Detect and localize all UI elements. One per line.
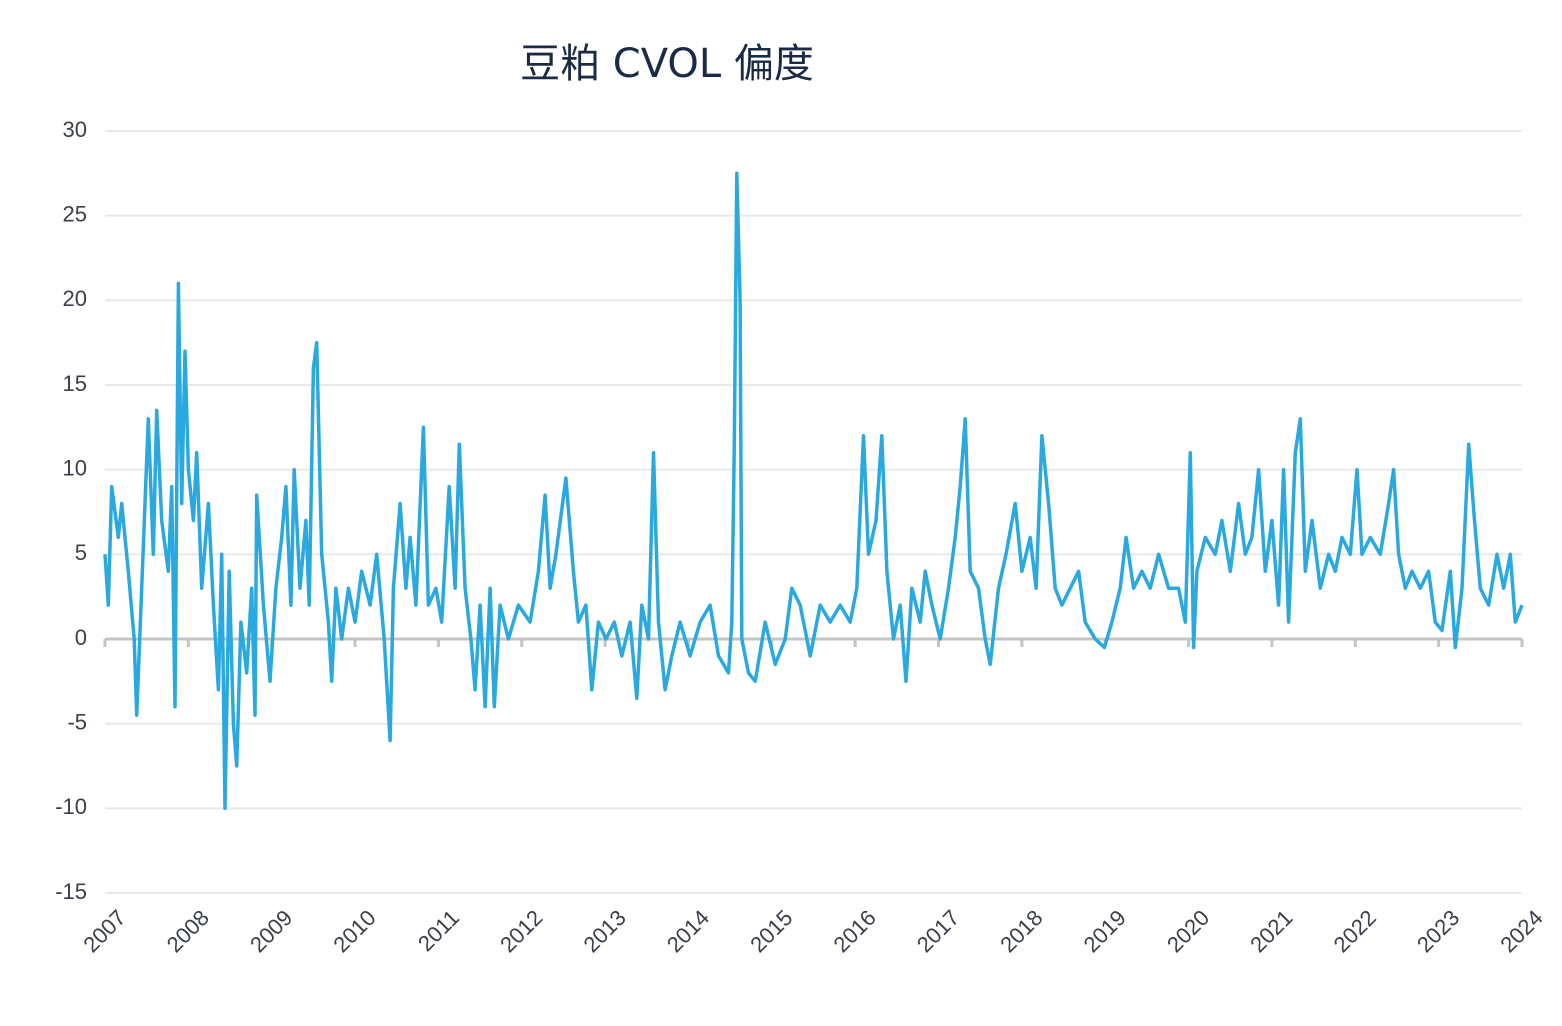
x-tick-label: 2015 xyxy=(745,905,797,957)
x-tick-label: 2016 xyxy=(829,905,881,957)
x-tick-label: 2012 xyxy=(495,905,547,957)
y-tick-label: -5 xyxy=(67,709,87,734)
x-tick-label: 2018 xyxy=(995,905,1047,957)
x-tick-label: 2013 xyxy=(578,905,630,957)
x-tick-label: 2019 xyxy=(1079,905,1131,957)
x-tick-label: 2010 xyxy=(328,905,380,957)
y-tick-label: -15 xyxy=(55,879,87,904)
y-tick-label: 30 xyxy=(63,117,87,142)
x-tick-label: 2011 xyxy=(413,905,464,956)
x-tick-label: 2022 xyxy=(1329,905,1381,957)
chart-title: 豆粕 CVOL 偏度 xyxy=(520,41,814,87)
y-tick-label: 10 xyxy=(63,455,87,480)
y-tick-label: 15 xyxy=(63,371,87,396)
y-tick-label: -10 xyxy=(55,794,87,819)
x-tick-label: 2017 xyxy=(912,905,964,957)
y-tick-label: 0 xyxy=(75,625,87,650)
y-tick-label: 25 xyxy=(63,201,87,226)
x-tick-label: 2009 xyxy=(245,905,297,957)
x-tick-label: 2007 xyxy=(78,905,130,957)
y-tick-label: 20 xyxy=(63,286,87,311)
x-tick-label: 2023 xyxy=(1412,905,1464,957)
x-tick-label: 2020 xyxy=(1162,905,1214,957)
x-tick-label: 2008 xyxy=(162,905,214,957)
x-tick-label: 2021 xyxy=(1245,905,1297,957)
data-line xyxy=(103,171,1524,811)
y-tick-label: 5 xyxy=(75,540,87,565)
x-tick-label: 2014 xyxy=(662,905,714,957)
x-tick-label: 2024 xyxy=(1495,905,1547,957)
